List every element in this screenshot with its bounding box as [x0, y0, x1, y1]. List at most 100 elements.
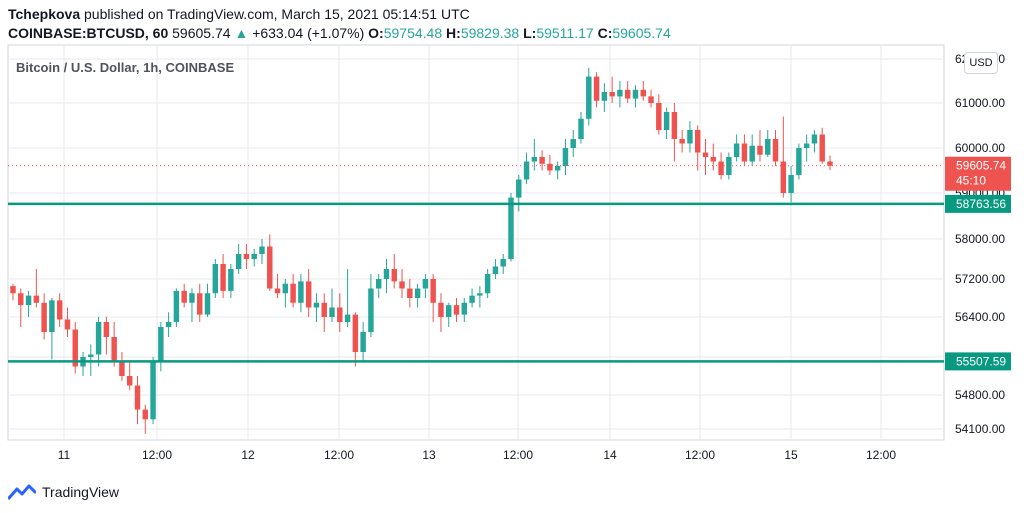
candle-up [173, 290, 180, 322]
candle-down [337, 307, 343, 322]
candle-down [33, 295, 40, 303]
candle-down [391, 269, 397, 282]
candle-up [733, 143, 740, 157]
candle-down [56, 300, 63, 320]
candle-down [352, 314, 359, 352]
candle-down [609, 92, 615, 97]
candle-up [25, 295, 32, 306]
candle-up [204, 293, 211, 315]
candle-up [788, 175, 794, 193]
close-value: 59605.74 [612, 25, 671, 41]
x-tick-label: 12:00 [866, 448, 896, 462]
candle-up [49, 300, 55, 332]
candle-down [119, 361, 125, 376]
ohlc-header: COINBASE:BTCUSD, 60 59605.74 ▲ +633.04 (… [8, 25, 671, 41]
candle-down [305, 281, 312, 308]
candle-up [749, 145, 755, 162]
candle-up [663, 112, 670, 130]
candle-up [414, 288, 421, 298]
up-arrow-icon: ▲ [234, 25, 249, 41]
y-tick-label: 58000.00 [955, 232, 1005, 246]
candle-up [803, 143, 810, 148]
candle-up [477, 293, 483, 296]
candle-up [95, 322, 102, 355]
x-tick-label: 14 [603, 448, 617, 462]
candle-up [360, 332, 366, 352]
candle-down [624, 89, 631, 99]
candle-down [679, 139, 685, 144]
candle-down [640, 89, 646, 97]
candle-up [554, 166, 561, 171]
candle-down [671, 112, 678, 139]
author-name: Tchepkova [8, 6, 81, 22]
candle-up [344, 314, 351, 322]
bar-countdown-label: 45:10 [956, 174, 986, 188]
candle-up [368, 288, 374, 332]
candle-down [321, 302, 327, 317]
candle-down [430, 279, 436, 303]
tradingview-branding[interactable]: TradingView [8, 484, 119, 500]
candle-up [531, 157, 538, 162]
candle-up [150, 361, 156, 420]
currency-button[interactable]: USD [964, 52, 998, 74]
low-label: L: [523, 25, 537, 41]
x-tick-label: 15 [784, 448, 798, 462]
x-tick-label: 12:00 [142, 448, 172, 462]
candle-up [298, 281, 304, 303]
last-price-tag [945, 156, 1011, 191]
candle-down [695, 130, 701, 153]
candle-up [189, 293, 195, 303]
candle-up [259, 246, 265, 254]
x-tick-label: 13 [422, 448, 436, 462]
candle-down [142, 409, 148, 420]
candle-up [375, 279, 382, 289]
candle-up [446, 305, 452, 317]
candle-down [819, 134, 825, 162]
candle-down [134, 385, 141, 410]
candle-down [274, 288, 281, 294]
candle-up [469, 295, 475, 303]
candle-down [197, 293, 203, 315]
candle-down [718, 161, 724, 175]
y-tick-label: 54800.00 [955, 388, 1005, 402]
candle-down [438, 302, 444, 317]
candle-down [780, 161, 787, 193]
candle-down [181, 290, 187, 303]
candle-down [64, 319, 71, 330]
candle-up [500, 259, 506, 267]
candle-up [765, 139, 771, 155]
candle-up [586, 76, 592, 119]
candle-up [235, 254, 242, 269]
candle-down [741, 143, 748, 162]
x-tick-label: 12:00 [685, 448, 715, 462]
x-tick-label: 12 [241, 448, 255, 462]
candle-down [399, 281, 405, 289]
candle-up [158, 327, 164, 362]
candle-up [484, 274, 491, 294]
chart-title: Bitcoin / U.S. Dollar, 1h, COINBASE [16, 60, 234, 75]
candle-up [562, 148, 569, 166]
candle-down [111, 337, 117, 362]
candle-up [88, 354, 94, 357]
candle-up [282, 283, 289, 294]
candle-down [772, 139, 779, 162]
y-tick-label: 56400.00 [955, 310, 1005, 324]
candle-down [267, 246, 273, 289]
candle-up [383, 269, 390, 279]
candle-up [632, 89, 639, 99]
x-tick-label: 11 [58, 448, 71, 462]
y-tick-label: 54100.00 [955, 422, 1005, 436]
candle-down [593, 76, 600, 101]
candle-down [41, 302, 47, 332]
candle-up [687, 130, 693, 144]
candle-up [811, 134, 818, 144]
open-value: 59754.48 [383, 25, 443, 41]
candle-up [492, 266, 499, 274]
candle-down [539, 157, 545, 164]
candle-up [228, 269, 234, 291]
candle-up [516, 179, 522, 198]
x-tick-label: 12:00 [503, 448, 533, 462]
level-price-tag [945, 352, 1011, 371]
candle-down [757, 145, 763, 155]
